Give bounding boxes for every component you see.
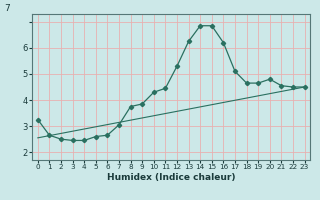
Text: 7: 7 xyxy=(4,4,10,13)
X-axis label: Humidex (Indice chaleur): Humidex (Indice chaleur) xyxy=(107,173,236,182)
